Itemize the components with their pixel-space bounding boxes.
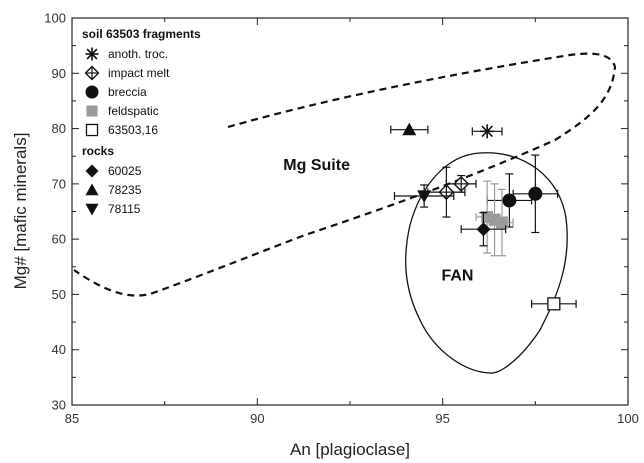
x-axis-title: An [plagioclase] — [290, 440, 410, 459]
legend-marker-78115 — [85, 203, 99, 216]
legend-label-60025: 60025 — [108, 164, 142, 178]
legend-label-63503-16: 63503,16 — [108, 123, 158, 137]
legend-label-78115: 78115 — [108, 202, 141, 216]
x-tick-label: 100 — [617, 411, 639, 426]
y-tick-label: 100 — [44, 11, 66, 26]
axis-ticks: 85 90 95 100 30 40 50 60 70 80 90 100 — [44, 11, 639, 427]
point-anoth-troc — [480, 124, 495, 139]
y-tick-label: 50 — [52, 287, 66, 302]
x-tick-label: 90 — [250, 411, 264, 426]
legend-label-78235: 78235 — [108, 183, 142, 197]
point-feldspatic — [481, 211, 494, 223]
legend-marker-feldspatic — [86, 105, 98, 117]
point-impact-melt — [453, 175, 470, 192]
legend-marker-impact-melt — [84, 65, 100, 81]
point-breccia — [528, 186, 543, 201]
legend-label-feldspatic: feldspatic — [108, 104, 159, 118]
y-tick-label: 90 — [52, 66, 66, 81]
y-tick-label: 70 — [52, 176, 66, 191]
legend-marker-60025 — [85, 164, 99, 178]
point-feldspatic — [496, 216, 508, 229]
legend-marker-63503-16 — [85, 123, 99, 137]
legend-marker-78235 — [85, 183, 99, 196]
fan-boundary — [405, 152, 568, 374]
point-impact-melt — [438, 184, 455, 201]
fan-label: FAN — [441, 268, 473, 285]
point-breccia — [502, 193, 517, 208]
x-tick-label: 85 — [65, 411, 79, 426]
point-78115 — [417, 190, 432, 204]
y-tick-label: 60 — [52, 232, 66, 247]
y-tick-label: 30 — [52, 398, 66, 413]
point-78235 — [402, 122, 417, 136]
legend-marker-anoth-troc — [85, 47, 99, 61]
legend-group-title-rocks: rocks — [82, 144, 114, 158]
point-63503-16 — [547, 297, 561, 311]
y-tick-label: 40 — [52, 342, 66, 357]
point-feldspatic — [488, 213, 501, 226]
x-tick-label: 95 — [435, 411, 449, 426]
mg-suite-boundary — [73, 52, 617, 297]
y-axis-title: Mg# [mafic minerals] — [11, 133, 30, 290]
legend-group-title-soil: soil 63503 fragments — [82, 27, 201, 41]
legend-label-breccia: breccia — [108, 85, 147, 99]
legend-label-anoth-troc: anoth. troc. — [108, 47, 168, 61]
data-marks — [390, 122, 577, 311]
y-tick-label: 80 — [52, 121, 66, 136]
point-60025 — [476, 222, 491, 237]
legend-label-impact-melt: impact melt — [108, 66, 170, 80]
legend: soil 63503 fragments anoth. troc. impact m… — [82, 27, 201, 216]
mg-suite-label: Mg Suite — [283, 157, 350, 174]
legend-marker-breccia — [85, 85, 99, 99]
